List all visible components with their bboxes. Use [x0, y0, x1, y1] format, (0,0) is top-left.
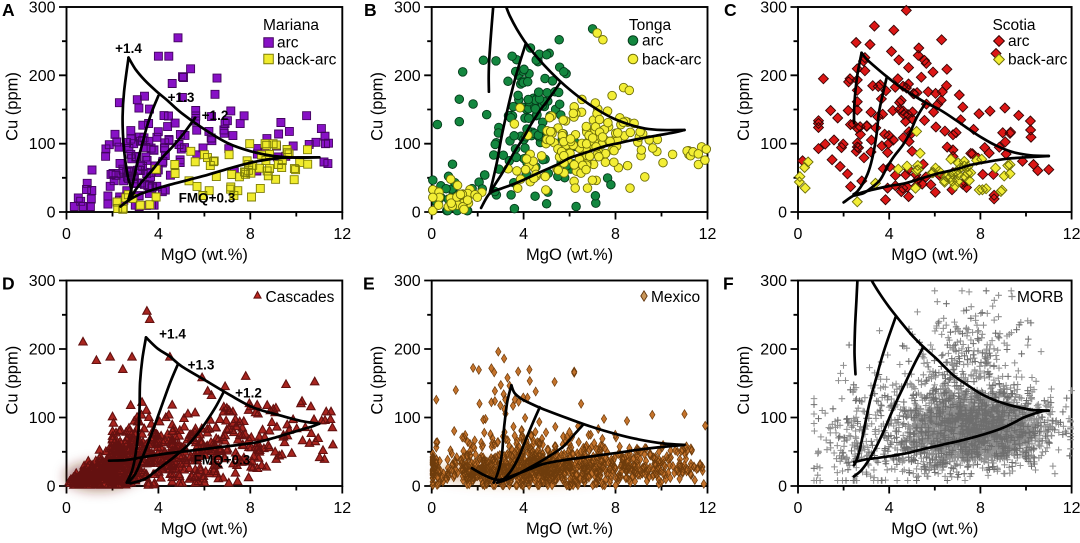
svg-text:0: 0 [62, 500, 71, 517]
svg-text:0: 0 [62, 226, 71, 243]
svg-text:200: 200 [394, 342, 421, 359]
svg-text:back-arc: back-arc [1008, 52, 1068, 69]
svg-text:arc: arc [277, 35, 299, 52]
svg-text:0: 0 [778, 205, 787, 222]
svg-text:12: 12 [333, 500, 351, 517]
svg-text:300: 300 [394, 0, 421, 17]
svg-text:Cu (ppm): Cu (ppm) [4, 72, 22, 141]
svg-text:200: 200 [394, 68, 421, 85]
svg-text:100: 100 [760, 136, 787, 153]
svg-text:MgO (wt.%): MgO (wt.%) [891, 246, 978, 264]
svg-text:Cascades: Cascades [266, 289, 335, 306]
svg-text:0: 0 [47, 479, 56, 496]
svg-text:+1.4: +1.4 [159, 327, 186, 342]
svg-text:12: 12 [699, 226, 717, 243]
svg-text:F: F [723, 274, 734, 294]
svg-text:4: 4 [519, 500, 528, 517]
svg-text:8: 8 [246, 226, 255, 243]
svg-text:200: 200 [760, 342, 787, 359]
svg-text:8: 8 [611, 226, 620, 243]
svg-text:12: 12 [1063, 500, 1080, 517]
svg-text:0: 0 [47, 205, 56, 222]
svg-text:100: 100 [29, 410, 56, 427]
svg-text:+1.3: +1.3 [188, 358, 215, 373]
svg-text:200: 200 [29, 342, 56, 359]
svg-text:8: 8 [246, 500, 255, 517]
svg-text:Cu (ppm): Cu (ppm) [369, 72, 387, 141]
svg-text:8: 8 [976, 500, 985, 517]
svg-text:Cu (ppm): Cu (ppm) [735, 72, 753, 141]
svg-text:MgO (wt.%): MgO (wt.%) [526, 520, 613, 538]
svg-text:300: 300 [29, 0, 56, 17]
svg-text:4: 4 [885, 226, 894, 243]
svg-text:C: C [724, 0, 737, 20]
svg-text:4: 4 [885, 500, 894, 517]
svg-text:12: 12 [333, 226, 351, 243]
svg-text:8: 8 [611, 500, 620, 517]
svg-text:300: 300 [29, 273, 56, 290]
svg-text:A: A [2, 0, 15, 20]
svg-text:4: 4 [154, 500, 163, 517]
svg-text:Mexico: Mexico [651, 289, 700, 306]
svg-text:arc: arc [642, 33, 664, 50]
svg-text:0: 0 [427, 226, 436, 243]
svg-text:0: 0 [412, 205, 421, 222]
svg-text:300: 300 [760, 273, 787, 290]
svg-text:100: 100 [760, 410, 787, 427]
svg-text:0: 0 [778, 479, 787, 496]
svg-text:12: 12 [1063, 226, 1080, 243]
svg-text:0: 0 [794, 226, 803, 243]
svg-text:Mariana: Mariana [263, 17, 319, 34]
svg-text:4: 4 [519, 226, 528, 243]
svg-text:4: 4 [154, 226, 163, 243]
svg-text:E: E [363, 274, 375, 294]
svg-text:200: 200 [29, 68, 56, 85]
svg-text:B: B [364, 0, 377, 20]
svg-text:300: 300 [760, 0, 787, 17]
svg-text:100: 100 [394, 136, 421, 153]
svg-text:MgO (wt.%): MgO (wt.%) [526, 246, 613, 264]
svg-text:+1.2: +1.2 [235, 386, 262, 401]
svg-text:8: 8 [976, 226, 985, 243]
svg-text:Cu (ppm): Cu (ppm) [369, 346, 387, 415]
svg-text:+1.3: +1.3 [168, 90, 195, 105]
svg-text:MgO (wt.%): MgO (wt.%) [161, 520, 248, 538]
svg-text:0: 0 [412, 479, 421, 496]
svg-text:200: 200 [760, 68, 787, 85]
svg-text:Cu (ppm): Cu (ppm) [4, 346, 22, 415]
svg-text:0: 0 [427, 500, 436, 517]
svg-text:FMQ+0.3: FMQ+0.3 [194, 453, 251, 468]
svg-text:300: 300 [394, 273, 421, 290]
svg-text:back-arc: back-arc [277, 52, 337, 69]
svg-text:100: 100 [394, 410, 421, 427]
svg-text:D: D [2, 274, 15, 294]
svg-text:FMQ+0.3: FMQ+0.3 [179, 191, 236, 206]
svg-text:0: 0 [794, 500, 803, 517]
svg-text:+1.4: +1.4 [115, 41, 142, 56]
svg-text:MgO (wt.%): MgO (wt.%) [161, 246, 248, 264]
svg-text:Scotia: Scotia [992, 17, 1035, 34]
svg-text:arc: arc [1008, 33, 1030, 50]
svg-text:12: 12 [699, 500, 717, 517]
svg-text:100: 100 [29, 136, 56, 153]
svg-text:+1.2: +1.2 [202, 108, 229, 123]
svg-text:MORB: MORB [1017, 289, 1064, 306]
svg-text:Tonga: Tonga [629, 17, 672, 34]
svg-text:MgO (wt.%): MgO (wt.%) [891, 520, 978, 538]
svg-text:back-arc: back-arc [642, 52, 702, 69]
svg-text:Cu (ppm): Cu (ppm) [735, 346, 753, 415]
